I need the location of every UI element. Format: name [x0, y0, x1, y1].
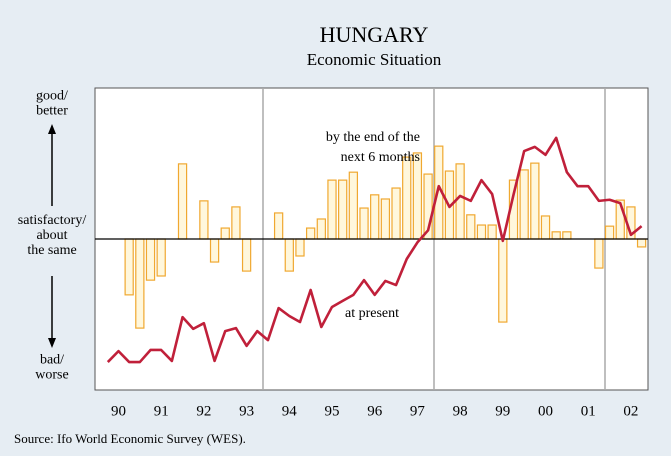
x-tick-label: 91 — [154, 403, 169, 419]
y-axis-label: the same — [27, 243, 76, 258]
annotation: next 6 months — [341, 150, 420, 165]
down-arrow-head — [48, 338, 56, 348]
bar — [370, 194, 380, 240]
bar — [391, 187, 401, 240]
bar — [241, 238, 252, 272]
y-axis-label: better — [36, 104, 68, 119]
bar — [380, 198, 391, 240]
bar — [540, 215, 551, 240]
x-tick-label: 92 — [196, 403, 211, 419]
arrows — [48, 124, 56, 348]
x-tick-label: 93 — [239, 403, 254, 419]
chart-title: HUNGARY — [320, 22, 429, 47]
bar — [551, 231, 561, 240]
bar — [338, 179, 348, 240]
bar — [273, 212, 284, 240]
x-tick-label: 01 — [581, 403, 596, 419]
bar — [145, 238, 156, 281]
y-axis-label: good/ — [36, 89, 68, 104]
bar — [562, 231, 572, 240]
x-tick-label: 96 — [367, 403, 383, 419]
x-tick-label: 95 — [325, 403, 340, 419]
up-arrow-head — [48, 124, 56, 134]
x-tick-label: 02 — [623, 403, 638, 419]
bar — [476, 224, 487, 240]
x-tick-label: 98 — [453, 403, 468, 419]
bar — [327, 179, 337, 240]
bar — [348, 171, 359, 240]
bar — [412, 152, 423, 240]
bar — [124, 238, 134, 296]
x-tick-label: 99 — [495, 403, 510, 419]
bar — [402, 156, 412, 240]
bar — [455, 163, 465, 240]
line — [106, 136, 643, 364]
bar — [636, 238, 647, 248]
y-axis-label: about — [36, 228, 67, 243]
bar — [594, 238, 604, 269]
bar — [295, 238, 305, 257]
bar — [284, 238, 294, 272]
y-axis-label: bad/ — [40, 353, 64, 368]
bar — [604, 225, 615, 240]
y-axis-label: worse — [35, 368, 68, 383]
bar — [316, 218, 326, 240]
annotation: by the end of the — [326, 130, 420, 145]
bar — [135, 238, 145, 329]
bar — [156, 238, 166, 277]
bar — [519, 169, 529, 240]
bar — [305, 227, 316, 240]
annotation: at present — [345, 306, 399, 321]
bar — [199, 200, 209, 240]
bar — [231, 206, 241, 240]
bar — [498, 238, 508, 323]
bar — [220, 227, 230, 240]
x-tick-label: 00 — [538, 403, 553, 419]
bar — [359, 207, 369, 240]
source: Source: Ifo World Economic Survey (WES). — [14, 431, 246, 446]
bar — [177, 163, 188, 240]
y-axis-label: satisfactory/ — [18, 213, 87, 228]
x-tick-label: 90 — [111, 403, 126, 419]
bar — [466, 214, 476, 240]
x-tick-label: 97 — [410, 403, 426, 419]
chart-subtitle: Economic Situation — [307, 50, 442, 69]
bar — [487, 224, 497, 240]
bar — [530, 162, 540, 240]
x-tick-label: 94 — [282, 403, 298, 419]
bar — [209, 238, 220, 263]
